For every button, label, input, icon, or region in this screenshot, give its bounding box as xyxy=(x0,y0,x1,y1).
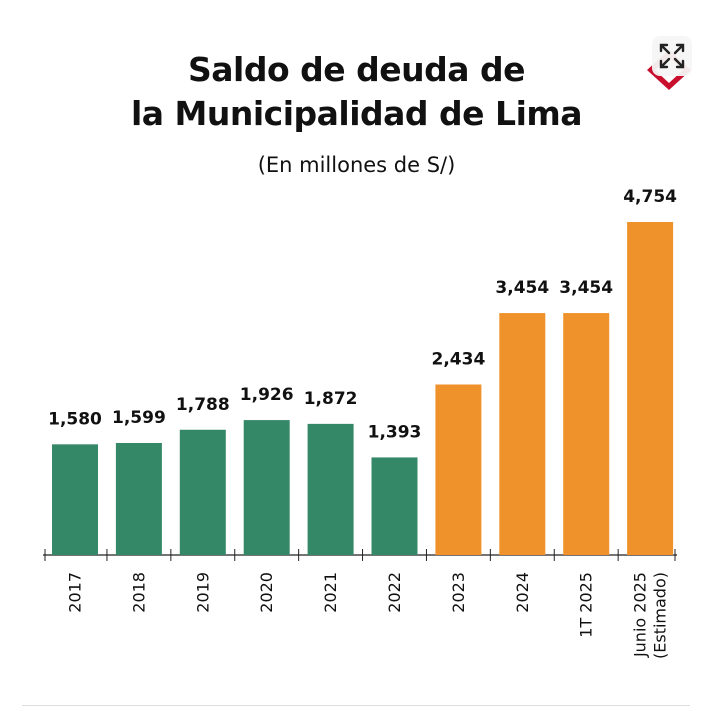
data-label: 1,393 xyxy=(368,422,422,442)
data-label: 1,788 xyxy=(176,395,230,415)
bar xyxy=(371,457,418,555)
expand-icon xyxy=(659,43,685,69)
bar xyxy=(499,313,546,555)
data-label: 3,454 xyxy=(495,278,549,298)
chart-title-line-2: la Municipalidad de Lima xyxy=(130,94,583,133)
x-tick-label: 1T 2025 xyxy=(577,572,596,638)
chart-subtitle: (En millones de S/) xyxy=(257,153,456,177)
x-tick-label: Junio 2025 xyxy=(631,572,650,658)
data-label: 2,434 xyxy=(432,350,486,370)
x-tick-label: 2017 xyxy=(66,572,85,613)
bar xyxy=(179,429,226,555)
x-tick-label: (Estimado) xyxy=(651,572,670,659)
bar xyxy=(627,222,674,555)
x-tick-label: 2019 xyxy=(193,572,212,613)
divider xyxy=(22,705,690,706)
chart-title: Saldo de deuda de la Municipalidad de Li… xyxy=(0,48,713,136)
x-tick-label: 2022 xyxy=(385,572,404,613)
data-label: 1,599 xyxy=(112,408,166,428)
x-tick-label: 2018 xyxy=(129,572,148,613)
chart-title-line-1: Saldo de deuda de xyxy=(187,50,526,89)
data-label: 1,872 xyxy=(304,389,358,409)
bar xyxy=(115,442,162,555)
x-tick-label: 2023 xyxy=(449,572,468,613)
bar xyxy=(52,444,98,555)
x-tick-label: 2020 xyxy=(257,572,276,613)
bar xyxy=(563,313,610,555)
data-label: 3,454 xyxy=(559,278,613,298)
bar xyxy=(435,384,482,555)
x-tick-label: 2021 xyxy=(321,572,340,613)
expand-button[interactable] xyxy=(652,36,692,76)
data-label: 4,754 xyxy=(623,187,677,207)
x-tick-label: 2024 xyxy=(513,572,532,613)
bar xyxy=(243,420,290,555)
data-label: 1,926 xyxy=(240,385,294,405)
bar xyxy=(307,423,354,555)
data-label: 1,580 xyxy=(48,409,102,429)
